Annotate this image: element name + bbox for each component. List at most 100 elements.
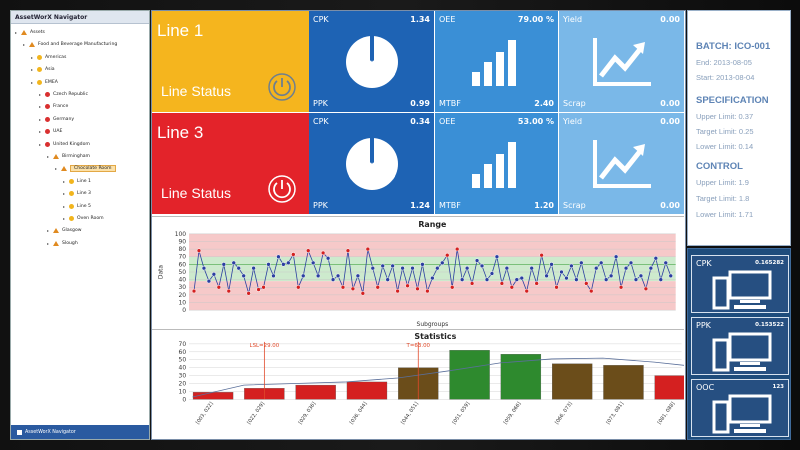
expand-arrow-icon[interactable]: ▸ [47,228,50,234]
bar [346,381,388,400]
tree-node[interactable]: ▸ Assets [15,28,45,37]
y-tick-label: 50 [179,357,187,364]
data-point [469,281,475,286]
x-tick-label: [029, 036] [298,401,318,426]
computer-icon [712,332,772,372]
expand-arrow-icon[interactable]: ▸ [15,30,18,35]
asset-navigator-panel: AssetWorX Navigator ▸ Assets ▸ Food and Bev… [10,10,150,440]
data-point [400,265,405,271]
y-tick-label: 40 [179,277,187,284]
tree-node[interactable]: ▸ UAE [39,127,62,136]
spec-upper-limit: Upper Limit: 0.37 [696,112,754,121]
data-point [514,277,520,282]
data-point [445,252,450,258]
expand-arrow-icon[interactable]: ▸ [47,240,50,246]
chart-title: Range [418,220,446,229]
metric-tile-oee[interactable]: OEE 79.00 % MTBF 2.40 [435,11,558,112]
metric-tile-yield[interactable]: Yield 0.00 Scrap 0.00 [559,113,684,214]
metric-label: Yield [563,15,583,24]
data-point [663,260,668,266]
y-tick-label: 0 [182,396,186,403]
tree-node[interactable]: ▸ Asia [31,65,55,74]
tree-node[interactable]: ▸ France [39,102,68,111]
expand-arrow-icon[interactable]: ▸ [63,178,66,184]
tree-node[interactable]: ▸ United Kingdom [39,140,90,149]
tree-node[interactable]: ▸ Czech Republic [39,90,88,99]
tree-node[interactable]: ▸ Chocolate Room [55,164,116,173]
data-point [549,262,554,267]
expand-arrow-icon[interactable]: ▸ [23,42,26,48]
metric-label: Scrap [563,201,586,210]
y-tick-label: 10 [179,388,187,395]
tree-node-label: Glasgow [62,228,82,234]
tree-node[interactable]: ▸ Glasgow [47,226,82,235]
expand-arrow-icon[interactable]: ▸ [39,141,42,147]
kpi-ppk[interactable]: PPK 0.153522 [691,317,789,375]
line-status-tile[interactable]: Line 3 Line Status [152,113,309,214]
tree-node[interactable]: ▸ Slough [47,239,78,248]
metric-value: 0.99 [410,99,430,108]
kpi-cpk[interactable]: CPK 0.165282 [691,255,789,313]
line-status-label: Line Status [161,185,232,201]
data-point [231,260,236,266]
data-point [440,260,445,266]
tree-node[interactable]: ▸ Birmingham [47,152,90,161]
kpi-ooc[interactable]: OOC 123 [691,379,789,437]
status-dot-icon [45,116,50,122]
power-icon[interactable] [267,174,297,204]
line-status-tile[interactable]: Line 1 Line Status [152,11,309,112]
tree-node[interactable]: ▸ Line 3 [63,189,91,198]
expand-arrow-icon[interactable]: ▸ [63,191,66,197]
expand-arrow-icon[interactable]: ▸ [39,92,42,97]
expand-arrow-icon[interactable]: ▸ [31,67,34,73]
expand-arrow-icon[interactable]: ▸ [47,154,50,159]
tree-node[interactable]: ▸ EMEA [31,78,58,87]
metric-tile-cpk[interactable]: CPK 1.34 PPK 0.99 [309,11,434,112]
expand-arrow-icon[interactable]: ▸ [31,54,34,60]
data-point [340,285,346,290]
data-point [241,273,246,279]
kpi-panel: CPK 0.165282 PPK 0.153522 OOC 123 [687,248,791,440]
x-tick-label: [081, 088] [657,401,677,426]
tree-node-label: United Kingdom [53,141,90,147]
data-point [633,277,639,282]
tree-node[interactable]: ▸ Food and Beverage Manufacturing [23,40,117,49]
tree-node-label: Czech Republic [53,92,88,97]
data-point [648,265,654,271]
expand-arrow-icon[interactable]: ▸ [63,216,66,221]
x-tick-label: [051, 059] [451,401,471,426]
computer-icon [712,270,772,310]
expand-arrow-icon[interactable]: ▸ [55,166,58,172]
y-tick-label: 100 [175,231,187,238]
tree-node[interactable]: ▸ Germany [39,115,74,124]
tree-node[interactable]: ▸ Oven Room [63,214,104,223]
navigator-footer-tab[interactable]: AssetWorX Navigator [11,425,149,439]
limit-label: T=63.00 [406,343,431,349]
expand-arrow-icon[interactable]: ▸ [39,116,42,122]
metric-value: 0.00 [660,99,680,108]
kpi-name: PPK [696,321,711,330]
data-point [345,248,351,253]
metric-tile-cpk[interactable]: CPK 0.34 PPK 1.24 [309,113,434,214]
metric-tile-oee[interactable]: OEE 53.00 % MTBF 1.20 [435,113,558,214]
expand-arrow-icon[interactable]: ▸ [39,129,42,135]
asset-folder-icon [61,166,67,172]
asset-folder-icon [53,228,59,234]
batch-start: Start: 2013-08-04 [696,73,755,82]
tree-node-label: Asia [45,67,55,73]
power-icon[interactable] [267,72,297,102]
y-tick-label: 0 [182,307,186,314]
data-point [658,277,664,282]
data-point [559,269,564,275]
tree-node[interactable]: ▸ Line 5 [63,202,91,211]
tree-node[interactable]: ▸ Line 1 [63,177,91,186]
metric-value: 1.20 [534,201,554,210]
expand-arrow-icon[interactable]: ▸ [31,79,34,85]
metric-tile-yield[interactable]: Yield 0.00 Scrap 0.00 [559,11,684,112]
expand-arrow-icon[interactable]: ▸ [39,104,42,110]
tree-node[interactable]: ▸ Americas [31,53,66,62]
expand-arrow-icon[interactable]: ▸ [63,203,66,209]
data-point [286,260,291,266]
data-point [375,285,380,290]
data-point [450,285,455,290]
